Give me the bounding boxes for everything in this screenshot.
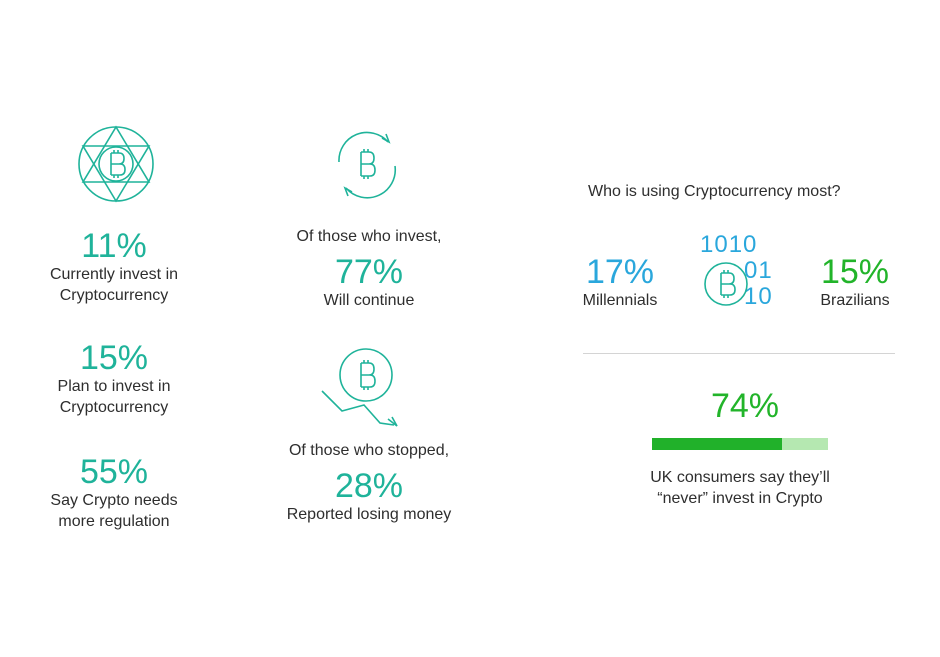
continue-intro: Of those who invest, [296,228,442,245]
binary-row-1: 1010 [700,231,758,258]
binary-row-3: 10 [744,283,773,310]
brazilians-label: Brazilians [820,292,890,309]
stopped-intro: Of those who stopped, [288,442,450,459]
binary-row-2: 01 [744,257,773,284]
stat-label-line1: Plan to invest in [57,378,171,395]
stat-value: 55% [79,453,149,491]
millennials-value: 17% [585,253,655,291]
bitcoin-decline-icon [318,345,408,430]
uk-never-label: UK consumers say they’ll “never” invest … [620,467,860,509]
stopped-value: 28% [334,467,404,505]
divider [583,353,895,354]
stat-current-invest: 11% Currently invest in Cryptocurrency [28,228,200,306]
continue-value: 77% [334,253,404,291]
uk-label-line1: UK consumers say they’ll [650,469,830,486]
stat-regulation: 55% Say Crypto needs more regulation [28,454,200,532]
stat-label-line2: Cryptocurrency [59,399,169,416]
who-heading: Who is using Cryptocurrency most? [588,183,841,200]
stat-value: 11% [81,227,147,265]
continue-label: Will continue [323,292,415,309]
uk-never-progress-bar [652,438,828,450]
stat-millennials: 17% Millennials [570,254,670,311]
stopped-label: Reported losing money [286,506,452,523]
stat-plan-invest: 15% Plan to invest in Cryptocurrency [28,340,200,418]
stopped-block: Of those who stopped, 28% Reported losin… [262,440,476,525]
stat-label-line2: more regulation [58,513,170,530]
bitcoin-binary-icon: 1010 01 10 [696,232,786,312]
stat-label-line1: Currently invest in [49,266,179,283]
brazilians-value: 15% [820,253,890,291]
uk-never-value: 74% [710,387,780,425]
stat-brazilians: 15% Brazilians [802,254,908,311]
stat-value: 15% [79,339,149,377]
uk-label-line2: “never” invest in Crypto [657,490,823,507]
stat-label-line2: Cryptocurrency [59,287,169,304]
globe-bitcoin-icon [76,124,156,204]
millennials-label: Millennials [582,292,658,309]
uk-never-progress-fill [652,438,783,450]
bitcoin-cycle-icon [326,130,406,200]
continue-block: Of those who invest, 77% Will continue [262,226,476,311]
stat-label-line1: Say Crypto needs [50,492,178,509]
